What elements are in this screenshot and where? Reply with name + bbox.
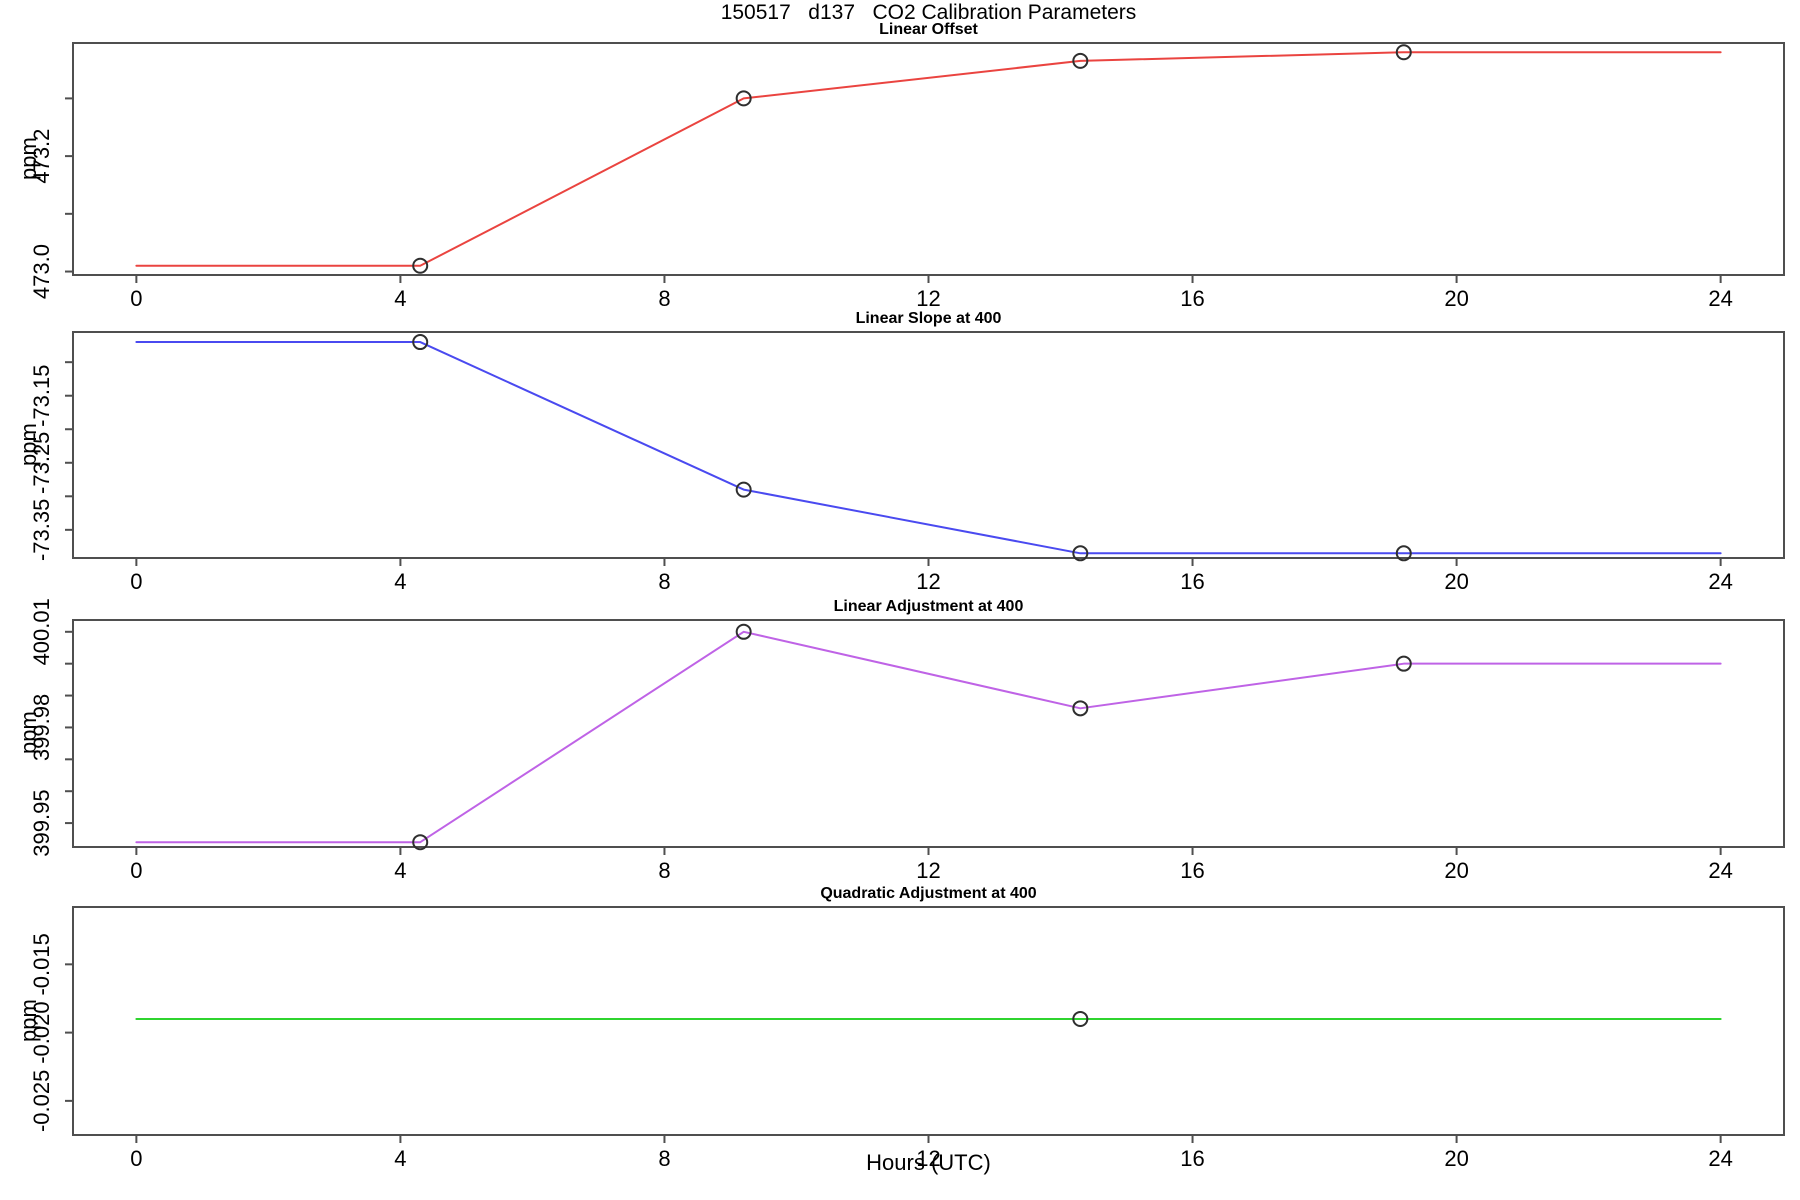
data-markers [1072, 1010, 1089, 1027]
data-point-marker [1072, 700, 1089, 717]
data-point-marker [412, 257, 429, 274]
plot-frame [72, 619, 1785, 848]
y-axis-label-ppm-panel1: ppm [16, 137, 41, 181]
data-line [135, 630, 1722, 844]
x-tick-label: 12 [916, 286, 940, 311]
y-tick-label: -0.015 [29, 933, 54, 995]
x-tick-label: 20 [1444, 1146, 1468, 1171]
data-point-marker [735, 481, 752, 498]
y-axis-ticks: 399.95 399.98 400.01 [29, 598, 73, 857]
x-tick-label: 16 [1180, 1146, 1204, 1171]
y-tick-label: 473.0 [29, 244, 54, 299]
data-point-marker [1395, 655, 1412, 672]
data-markers [412, 334, 1412, 562]
panel-title-linear-slope: Linear Slope at 400 [855, 310, 1002, 327]
x-tick-label: 20 [1444, 569, 1468, 594]
x-tick-label: 12 [916, 569, 940, 594]
x-tick-label: 4 [394, 858, 406, 883]
panel-4-quadratic-adjustment-at-400: 0 4 8 12 16 20 24 -0.015 -0.020 -0.025 [29, 906, 1785, 1171]
panel-title-quadratic-adjustment: Quadratic Adjustment at 400 [820, 885, 1037, 902]
data-point-marker [412, 834, 429, 851]
data-point-marker [735, 90, 752, 107]
data-point-marker [1072, 1010, 1089, 1027]
figure-title: 150517 d137 CO2 Calibration Parameters [720, 1, 1137, 24]
x-axis-label: Hours (UTC) [866, 1150, 991, 1175]
x-tick-label: 0 [130, 1146, 142, 1171]
data-markers [412, 44, 1412, 274]
x-tick-label: 4 [394, 1146, 406, 1171]
data-point-marker [1395, 44, 1412, 61]
x-tick-label: 12 [916, 1146, 940, 1171]
x-tick-label: 0 [130, 569, 142, 594]
y-tick-label: -73.35 [29, 499, 54, 561]
y-axis-label-ppm-panel4: ppm [16, 999, 41, 1043]
x-tick-label: 20 [1444, 286, 1468, 311]
x-tick-label: 24 [1708, 286, 1732, 311]
data-point-marker [735, 623, 752, 640]
y-axis-ticks: 473.0 473.2 [29, 97, 73, 299]
y-tick-label: 399.98 [29, 694, 54, 761]
y-axis-ticks: -73.35 -73.25 -73.15 [29, 361, 73, 561]
y-tick-label: -73.15 [29, 365, 54, 427]
panel-2-linear-slope-at-400: 0 4 8 12 16 20 24 -73.35 -73.25 -73.15 [29, 331, 1785, 594]
y-axis-label-ppm-panel2: ppm [16, 423, 41, 467]
panel-3-linear-adjustment-at-400: 0 4 8 12 16 20 24 399.95 399.98 400.01 [29, 598, 1785, 883]
data-line [135, 51, 1722, 267]
y-axis-label-ppm-panel3: ppm [16, 711, 41, 755]
x-tick-label: 16 [1180, 286, 1204, 311]
plot-frame [72, 906, 1785, 1136]
data-point-marker [1395, 545, 1412, 562]
y-tick-label: 399.95 [29, 789, 54, 856]
x-tick-label: 24 [1708, 858, 1732, 883]
x-tick-label: 0 [130, 858, 142, 883]
y-tick-label: -0.025 [29, 1070, 54, 1132]
panel-title-linear-adjustment: Linear Adjustment at 400 [833, 598, 1024, 615]
x-tick-label: 8 [658, 1146, 670, 1171]
x-axis-ticks: 0 4 8 12 16 20 24 [130, 558, 1733, 594]
x-tick-label: 12 [916, 858, 940, 883]
panel-title-linear-offset: Linear Offset [879, 21, 978, 38]
x-axis-ticks: 0 4 8 12 16 20 24 [130, 1135, 1733, 1171]
data-point-marker [1072, 52, 1089, 69]
x-tick-label: 4 [394, 569, 406, 594]
panel-1-linear-offset: 0 4 8 12 16 20 24 473.0 473.2 [29, 42, 1785, 311]
x-tick-label: 4 [394, 286, 406, 311]
x-axis-ticks: 0 4 8 12 16 20 24 [130, 847, 1733, 883]
y-tick-label: -73.25 [29, 432, 54, 494]
x-tick-label: 16 [1180, 569, 1204, 594]
x-tick-label: 8 [658, 569, 670, 594]
x-tick-label: 16 [1180, 858, 1204, 883]
y-tick-label: -0.020 [29, 1001, 54, 1063]
y-axis-ticks: -0.015 -0.020 -0.025 [29, 933, 73, 1132]
x-tick-label: 8 [658, 858, 670, 883]
x-tick-label: 24 [1708, 569, 1732, 594]
x-tick-label: 0 [130, 286, 142, 311]
x-axis-ticks: 0 4 8 12 16 20 24 [130, 275, 1733, 311]
x-tick-label: 8 [658, 286, 670, 311]
data-point-marker [412, 334, 429, 351]
y-tick-label: 400.01 [29, 598, 54, 665]
y-tick-label: 473.2 [29, 129, 54, 184]
data-markers [412, 623, 1412, 851]
data-line [135, 341, 1722, 555]
x-tick-label: 20 [1444, 858, 1468, 883]
data-point-marker [1072, 545, 1089, 562]
x-tick-label: 24 [1708, 1146, 1732, 1171]
